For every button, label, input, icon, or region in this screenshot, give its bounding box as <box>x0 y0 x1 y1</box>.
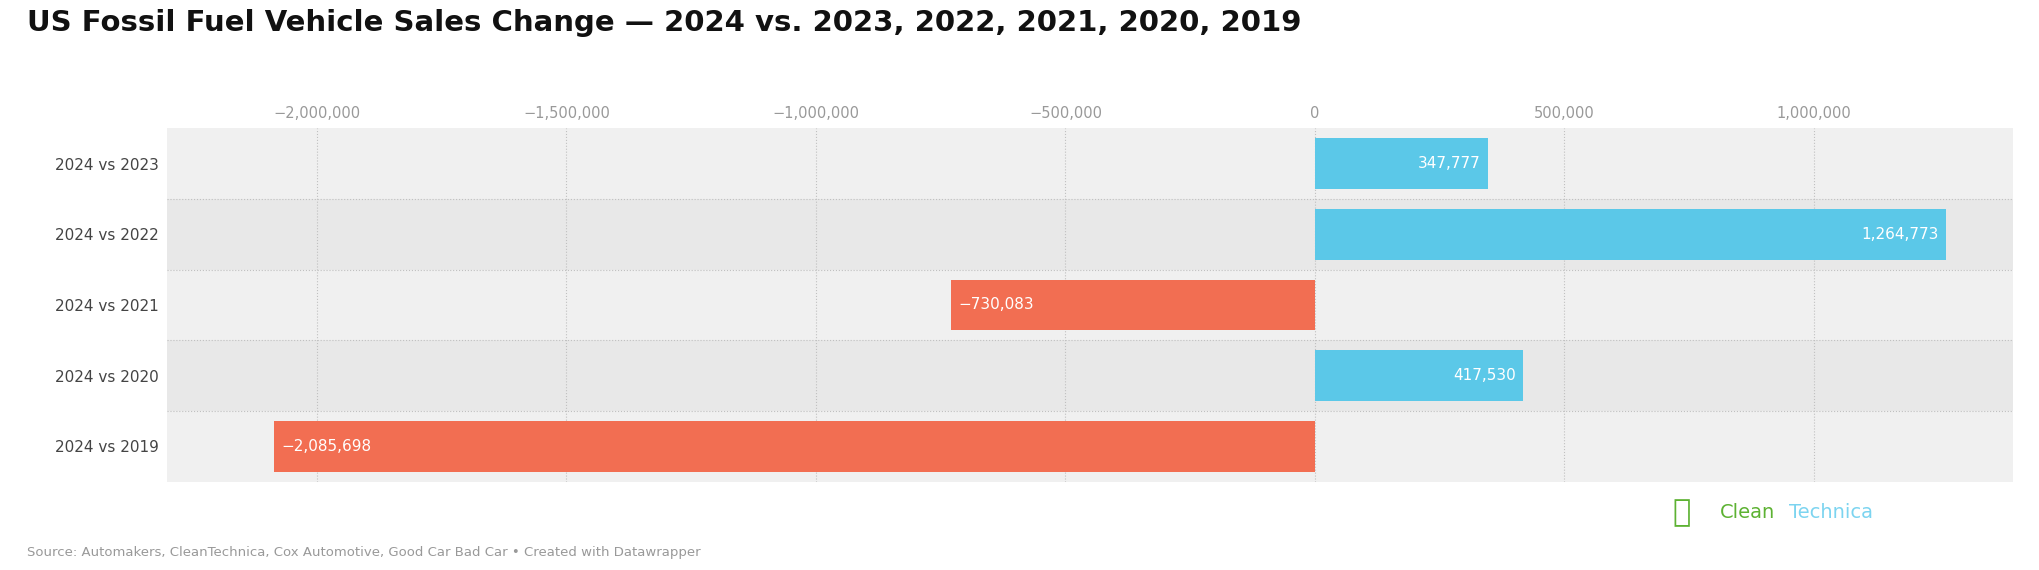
Text: Clean: Clean <box>1719 503 1774 523</box>
Bar <box>950 279 1315 331</box>
Text: 1,264,773: 1,264,773 <box>1860 227 1937 242</box>
Bar <box>1315 138 1488 189</box>
Bar <box>167 340 2012 411</box>
Text: Source: Automakers, CleanTechnica, Cox Automotive, Good Car Bad Car • Created wi: Source: Automakers, CleanTechnica, Cox A… <box>27 545 699 559</box>
Text: US Fossil Fuel Vehicle Sales Change — 2024 vs. 2023, 2022, 2021, 2020, 2019: US Fossil Fuel Vehicle Sales Change — 20… <box>27 9 1301 36</box>
Bar <box>1315 350 1523 401</box>
Bar <box>167 128 2012 199</box>
Text: Technica: Technica <box>1788 503 1872 523</box>
Bar <box>167 411 2012 482</box>
Bar <box>167 199 2012 270</box>
Text: −2,085,698: −2,085,698 <box>281 439 371 454</box>
Text: 417,530: 417,530 <box>1452 368 1515 383</box>
Bar <box>1315 209 1945 260</box>
Bar <box>273 421 1315 472</box>
Text: 347,777: 347,777 <box>1417 156 1480 171</box>
Bar <box>167 270 2012 340</box>
Text: Ⓢ: Ⓢ <box>1672 499 1690 527</box>
Text: −730,083: −730,083 <box>958 298 1034 312</box>
